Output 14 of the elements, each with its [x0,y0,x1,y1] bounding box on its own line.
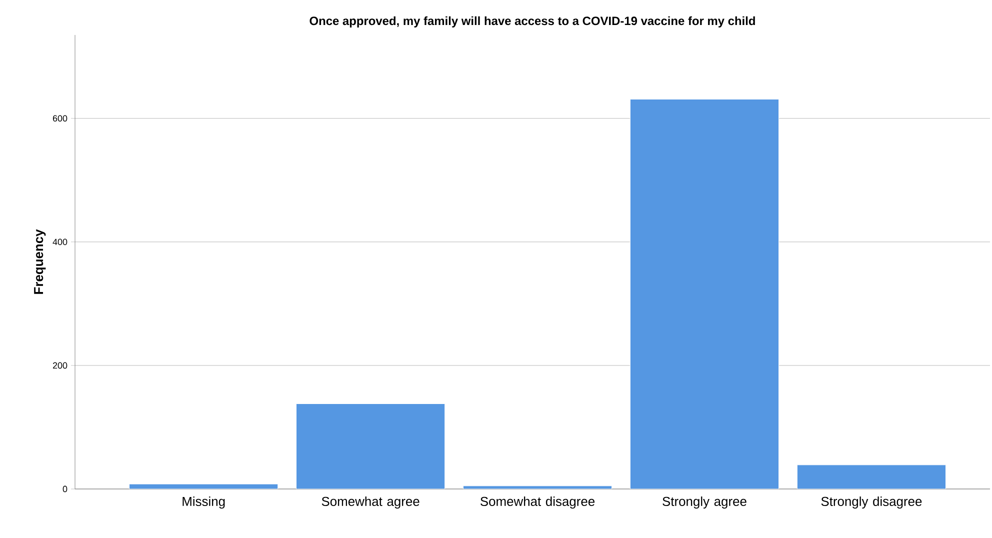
x-tick-label: Somewhat agree [322,496,420,509]
x-tick-label: Somewhat disagree [480,496,595,509]
y-tick-label: 0 [62,486,68,492]
x-tick-label: Strongly disagree [821,496,922,509]
bar [796,464,946,489]
bar [630,98,780,489]
y-tick-label: 200 [52,362,68,369]
y-tick-label: 600 [52,115,68,122]
x-tick-label: Strongly agree [662,496,746,509]
x-tick-label: Missing [182,496,225,509]
y-tick-label: 400 [52,238,68,246]
bar [296,403,446,489]
chart-title: Once approved, my family will have access to a COVID-19 vaccine for my child [310,16,755,28]
y-axis-title: Frequency [34,229,46,294]
